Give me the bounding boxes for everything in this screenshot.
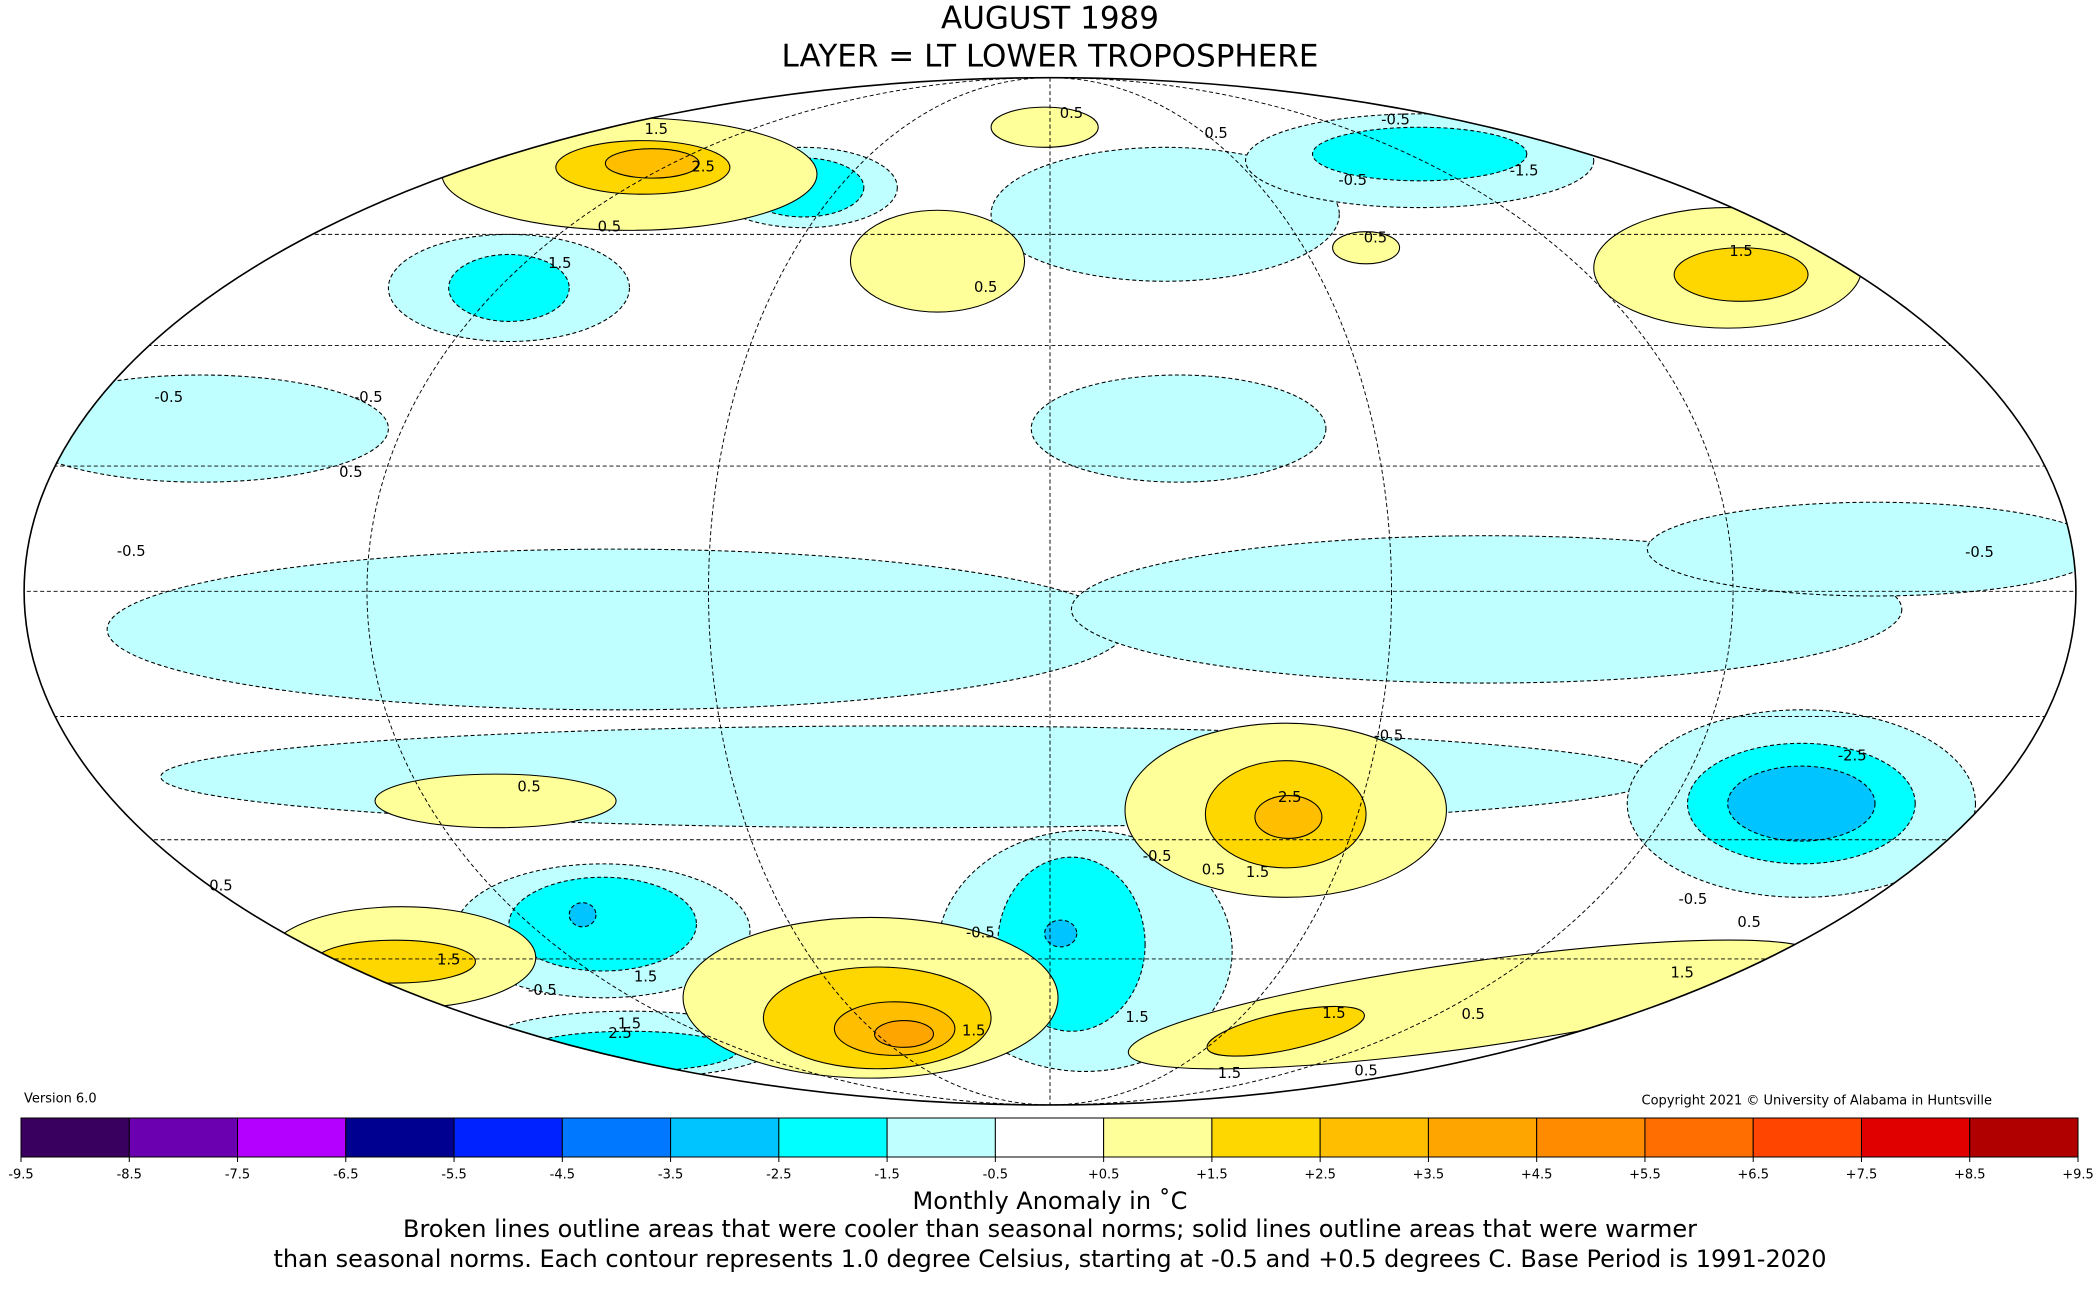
tick-label: +8.5: [1954, 1168, 1986, 1183]
contour-label: 0.5: [974, 279, 997, 296]
color-swatch: [453, 1117, 563, 1158]
caption: than seasonal norms. Each contour repres…: [273, 1245, 1826, 1273]
tick-label: -9.5: [8, 1168, 33, 1183]
contour-label: 1.5: [1125, 1009, 1148, 1026]
tick-label: +4.5: [1521, 1168, 1553, 1183]
color-swatch: [20, 1117, 130, 1158]
color-swatch: [1211, 1117, 1321, 1158]
color-swatch: [994, 1117, 1105, 1158]
color-swatch: [670, 1117, 780, 1158]
colorbar: -9.5 -8.5 -7.5 -6.5 -5.5 -4.5 -3.5 -2.5 -1.5 -0.5…: [8, 1117, 2094, 1183]
contour-label: 1.5: [1322, 1005, 1345, 1022]
contour-label: -0.5: [1143, 848, 1172, 865]
contour-label: -0.5: [966, 924, 995, 941]
color-swatch: [1427, 1117, 1538, 1158]
contour-label: 1.5: [618, 1016, 641, 1033]
tick-label: -6.5: [333, 1168, 358, 1183]
contour-label: -2.5: [1838, 748, 1867, 765]
title: LAYER = LT LOWER TROPOSPHERE: [782, 39, 1319, 75]
contour-label: -1.5: [1510, 162, 1539, 179]
contour-label: 0.5: [339, 464, 362, 481]
color-swatch: [1969, 1117, 2079, 1158]
color-swatch: [1103, 1117, 1213, 1158]
contour-label: 2.5: [691, 158, 714, 175]
contour-label: 0.5: [598, 219, 621, 236]
title: AUGUST 1989: [941, 1, 1159, 37]
tick-label: +1.5: [1196, 1168, 1228, 1183]
contour-label: 1.5: [437, 951, 460, 968]
contour-label: -0.5: [1679, 891, 1708, 908]
contour-label: 0.5: [1737, 914, 1760, 931]
contour-label: 0.5: [1364, 229, 1387, 246]
color-swatch: [1860, 1117, 1971, 1158]
contour-label: -0.5: [1965, 544, 1994, 561]
color-swatch: [237, 1117, 347, 1158]
contour-label: 1.5: [1218, 1065, 1241, 1082]
tick-label: +3.5: [1413, 1168, 1445, 1183]
color-swatch: [1319, 1117, 1429, 1158]
color-swatch: [561, 1117, 672, 1158]
tick-label: -3.5: [658, 1168, 683, 1183]
contour-label: -0.5: [354, 389, 383, 406]
contour-label: 1.5: [1729, 243, 1752, 260]
color-swatch: [1644, 1117, 1754, 1158]
copyright: Copyright 2021 © University of Alabama i…: [1642, 1094, 1992, 1109]
tick-label: +2.5: [1304, 1168, 1336, 1183]
tick-label: +9.5: [2062, 1168, 2094, 1183]
tick-label: +7.5: [1846, 1168, 1878, 1183]
tick-label: -4.5: [550, 1168, 575, 1183]
contour-label: 0.5: [1202, 862, 1225, 879]
contour-label: 1.5: [1246, 864, 1269, 881]
colorbar-label: Monthly Anomaly in ˚C: [913, 1187, 1188, 1215]
tick-label: -8.5: [117, 1168, 142, 1183]
color-swatch: [886, 1117, 996, 1158]
tick-label: -7.5: [225, 1168, 250, 1183]
tick-label: +5.5: [1629, 1168, 1661, 1183]
contour-label: -0.5: [117, 543, 146, 560]
contour-label: -0.5: [154, 389, 183, 406]
contour-label: 0.5: [1354, 1062, 1377, 1079]
contour-label: 1.5: [962, 1022, 985, 1039]
tick-label: +0.5: [1088, 1168, 1120, 1183]
color-swatch: [778, 1117, 888, 1158]
contour-label: 1.5: [1670, 965, 1693, 982]
contour-label: -0.5: [1374, 728, 1403, 745]
contour-label: 2.5: [1278, 789, 1301, 806]
tick-label: -5.5: [441, 1168, 466, 1183]
contour-label: 1.5: [645, 121, 668, 138]
caption: Broken lines outline areas that were coo…: [403, 1215, 1697, 1243]
tick-label: -0.5: [983, 1168, 1008, 1183]
color-swatch: [1752, 1117, 1862, 1158]
map: 1.52.50.51.5-0.5 -0.50.5-0.50.50.50.5-0.5…: [23, 76, 2077, 1106]
contour-label: 2.5: [608, 1025, 631, 1042]
contour-label: 1.5: [548, 255, 571, 272]
tick-label: +6.5: [1737, 1168, 1769, 1183]
contour-label: -0.5: [1381, 112, 1410, 129]
contour-label: -0.5: [1338, 172, 1367, 189]
contour-label: 0.5: [1462, 1006, 1485, 1023]
contour-label: 0.5: [1060, 105, 1083, 122]
tick-label: -2.5: [766, 1168, 791, 1183]
contour-label: 0.5: [517, 779, 540, 796]
color-swatch: [1536, 1117, 1646, 1158]
color-swatch: [345, 1117, 455, 1158]
contour-label: 1.5: [634, 969, 657, 986]
color-swatch: [128, 1117, 239, 1158]
contour-label: 0.5: [1204, 125, 1227, 142]
version: Version 6.0: [24, 1092, 97, 1107]
contour-label: 0.5: [209, 878, 232, 895]
tick-label: -1.5: [874, 1168, 899, 1183]
contour-label: -0.5: [528, 982, 557, 999]
